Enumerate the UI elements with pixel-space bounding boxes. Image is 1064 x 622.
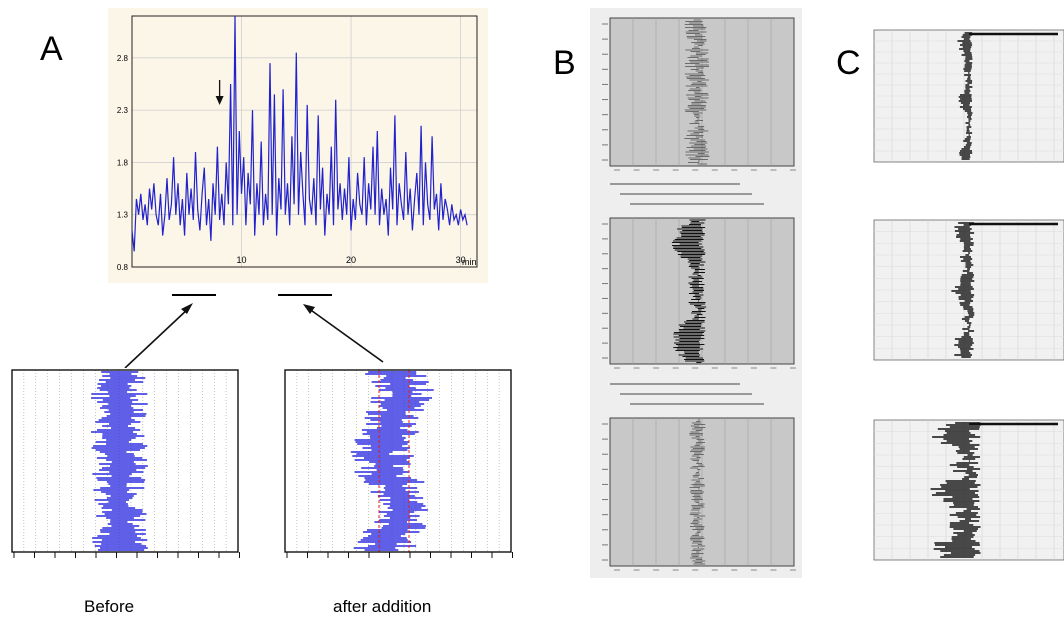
pointer-arrow-before (124, 307, 190, 369)
arrow-head-icon (181, 303, 193, 314)
segment-marker-after (278, 294, 332, 296)
segment-marker-before (172, 294, 216, 296)
down-arrow-icon (215, 96, 224, 105)
panel-c-chart-2-bars (951, 222, 975, 358)
main-x-tick-label: 20 (346, 255, 356, 265)
after-chart-frame (284, 369, 512, 553)
after-chart-grid (296, 370, 500, 552)
main-x-tick-label: 10 (237, 255, 247, 265)
caption-before: Before (84, 597, 135, 616)
after-autocorrelation-chart (283, 368, 515, 568)
main-series-line (131, 15, 468, 252)
after-autocorrelation-bars (350, 371, 434, 551)
main-y-tick-label: 1.3 (117, 211, 129, 220)
panel-letter-c: C (836, 44, 861, 82)
before-chart-frame (11, 369, 239, 553)
panel-b-chart-1-bars (684, 19, 710, 165)
panel-b-charts (602, 17, 796, 571)
panel-letter-b: B (553, 44, 576, 82)
panel-letter-a: A (40, 30, 63, 68)
pointer-arrow-after (307, 307, 384, 363)
arrow-head-icon (303, 304, 315, 314)
main-y-tick-label: 1.8 (117, 158, 129, 167)
panel-c-charts (873, 29, 1064, 561)
main-y-tick-label: 2.8 (117, 54, 129, 63)
down-arrow-annotation (215, 80, 224, 105)
panel-c-chart-3-bars (930, 422, 981, 558)
main-x-axis-label: min (462, 257, 477, 267)
main-y-tick-label: 2.3 (117, 106, 129, 115)
panel-b-chart-2-bars (671, 219, 707, 363)
caption-after-addition: after addition (333, 597, 432, 616)
before-x-ticks (13, 552, 240, 558)
before-autocorrelation-chart (10, 368, 242, 568)
panel-c-chart-1-bars (957, 32, 973, 160)
main-x-ticks: 10 20 30 (237, 255, 466, 265)
panel-b-chart-3-bars (689, 419, 706, 565)
main-line-chart: 0.8 1.3 1.8 2.3 2.8 10 20 30 min (108, 8, 488, 283)
main-y-tick-label: 0.8 (117, 263, 129, 272)
after-x-ticks (286, 552, 513, 558)
main-x-tick-label: 30 (456, 255, 466, 265)
main-chart-plot-area (131, 15, 478, 268)
main-y-ticks: 0.8 1.3 1.8 2.3 2.8 (117, 54, 129, 272)
pointer-arrows (124, 303, 384, 369)
before-autocorrelation-bars (91, 371, 148, 551)
